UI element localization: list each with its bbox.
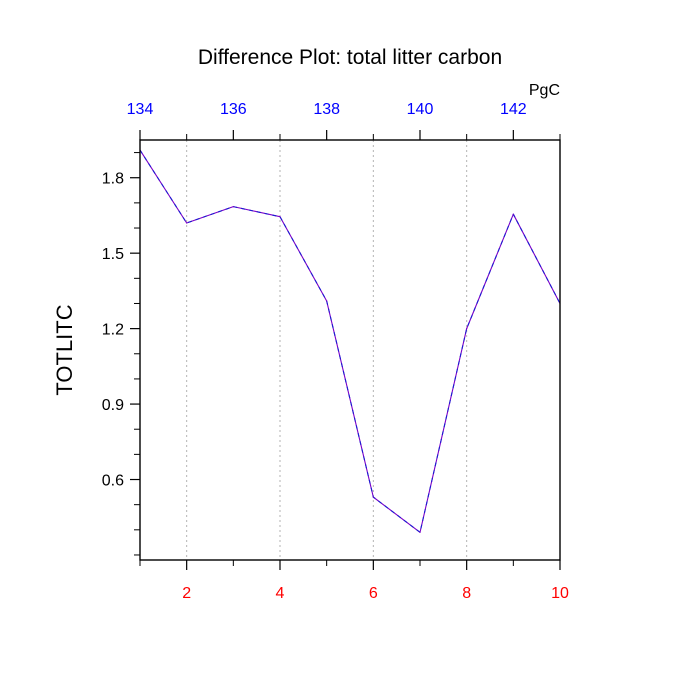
top-tick-label: 138 xyxy=(313,101,340,118)
ticks-layer xyxy=(130,130,561,570)
y-tick-label: 1.5 xyxy=(102,246,124,263)
series-line xyxy=(139,149,561,533)
plot-frame xyxy=(139,139,561,561)
y-axis-label: TOTLITC xyxy=(52,304,77,395)
y-tick-label: 0.6 xyxy=(102,473,124,490)
x-tick-label: 8 xyxy=(462,585,471,602)
top-axis-unit: PgC xyxy=(529,82,560,99)
labels-layer: 2 4 6 8 10 134 136 138 140 142 0.6 0.9 1.2 1.5 1.8 xyxy=(102,101,569,602)
data-point xyxy=(419,531,421,533)
x-tick-label: 4 xyxy=(276,585,285,602)
x-tick-label: 6 xyxy=(369,585,378,602)
top-tick-label: 140 xyxy=(407,101,434,118)
series-line-dash xyxy=(139,149,561,533)
data-point xyxy=(372,496,374,498)
top-tick-label: 134 xyxy=(127,101,154,118)
chart-title: Difference Plot: total litter carbon xyxy=(198,46,502,69)
top-tick-label: 142 xyxy=(500,101,527,118)
data-point xyxy=(326,300,328,302)
x-tick-label: 10 xyxy=(551,585,569,602)
y-tick-label: 1.2 xyxy=(102,322,124,339)
grid-layer xyxy=(186,140,468,560)
x-tick-label: 2 xyxy=(182,585,191,602)
series-layer xyxy=(139,149,561,533)
y-tick-label: 0.9 xyxy=(102,397,124,414)
data-point xyxy=(186,222,188,224)
data-point xyxy=(232,206,234,208)
data-point xyxy=(279,216,281,218)
data-point xyxy=(466,328,468,330)
y-tick-label: 1.8 xyxy=(102,171,124,188)
data-point xyxy=(512,213,514,215)
top-tick-label: 136 xyxy=(220,101,247,118)
